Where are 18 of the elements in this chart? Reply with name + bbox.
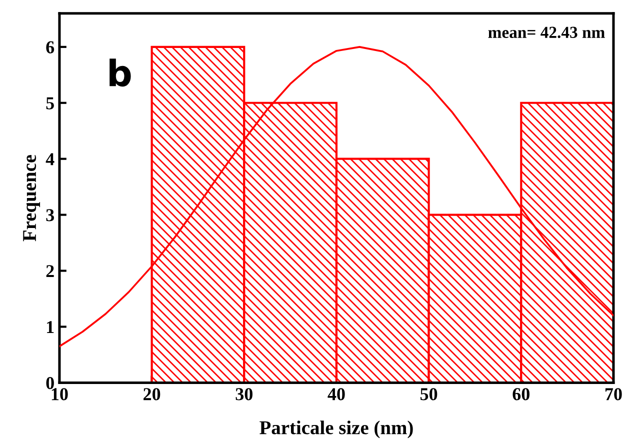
x-tick-label: 20 [144,388,160,400]
y-axis-title: Frequence [23,154,40,242]
x-tick-label: 10 [52,388,68,400]
y-tick-label: 2 [46,265,54,278]
y-tick-label: 3 [46,209,54,222]
y-tick-label: 0 [46,376,54,390]
x-tick-label: 50 [420,388,438,400]
x-tick-label: 60 [512,388,530,400]
x-tick-label: 70 [605,388,622,400]
y-tick-label: 4 [46,153,54,166]
annotation: mean= 42.43 nm [488,26,605,38]
x-axis-title: Particale size (nm) [260,420,413,438]
y-tick-label: 6 [46,41,54,54]
y-tick-label: 1 [47,321,54,333]
annotation: b [110,58,131,87]
y-tick-label: 5 [46,97,54,110]
x-tick-label: 40 [328,388,345,400]
x-tick-label: 30 [236,388,252,400]
